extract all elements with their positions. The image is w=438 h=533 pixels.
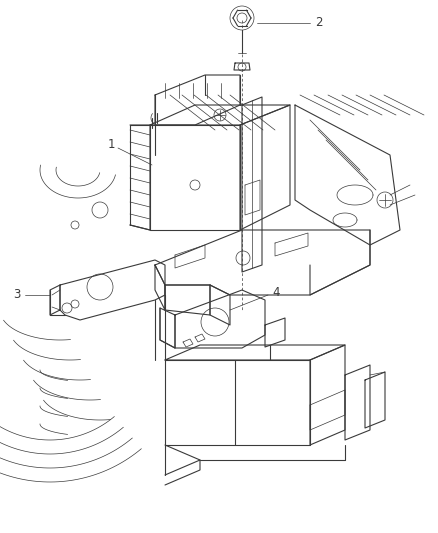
Text: 4: 4: [272, 286, 279, 298]
Text: 3: 3: [14, 288, 21, 302]
Text: 2: 2: [315, 17, 322, 29]
Text: 1: 1: [107, 139, 115, 151]
